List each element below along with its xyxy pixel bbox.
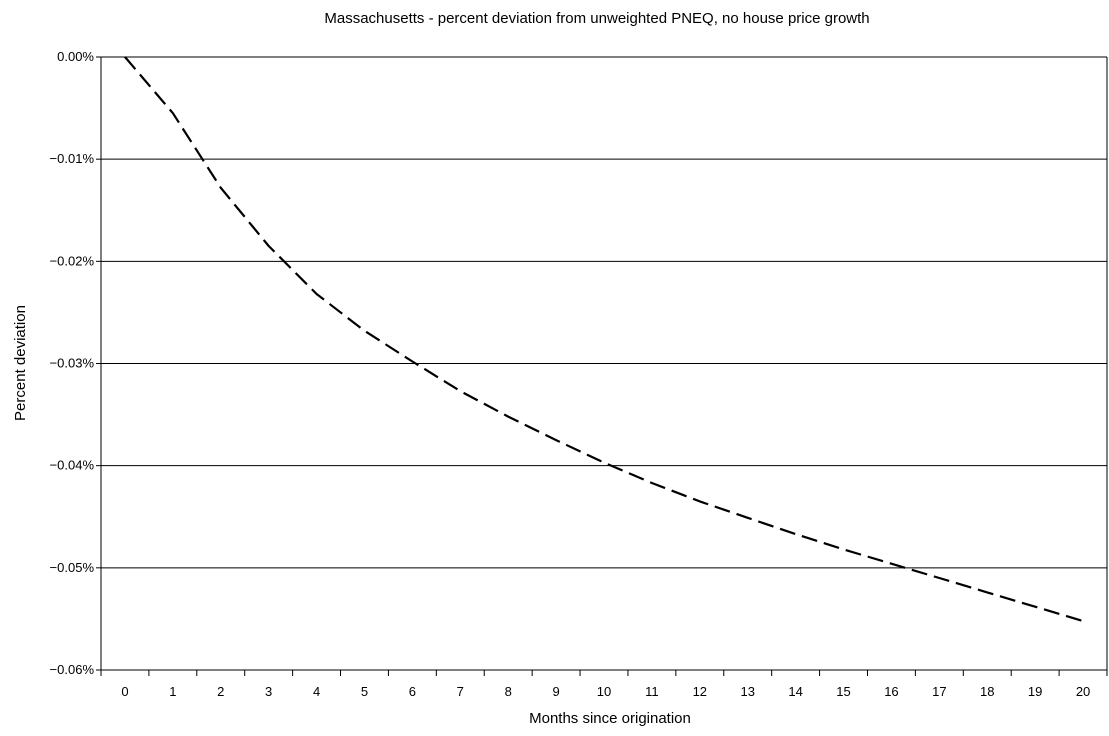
x-tick-label: 4 (313, 684, 320, 699)
gridlines (101, 56, 1107, 671)
y-tick-label: −0.06% (50, 662, 95, 677)
y-tick-label: −0.01% (50, 151, 95, 166)
x-tick-label: 1 (169, 684, 176, 699)
y-tick-label: −0.02% (50, 253, 95, 268)
x-tick-label: 16 (884, 684, 898, 699)
y-tick-label: −0.04% (50, 458, 95, 473)
x-tick-label: 13 (740, 684, 754, 699)
x-tick-label: 2 (217, 684, 224, 699)
y-axis-label: Percent deviation (12, 305, 29, 421)
x-tick-label: 10 (597, 684, 611, 699)
x-tick-label: 9 (552, 684, 559, 699)
x-tick-label: 8 (505, 684, 512, 699)
series-layer (124, 56, 1084, 623)
x-tick-label: 5 (361, 684, 368, 699)
x-tick-labels: 0 1 2 3 4 5 6 7 8 9 10 11 12 13 14 15 16 17 18 19 20 (121, 684, 1090, 699)
x-axis-label: Months since origination (529, 710, 691, 727)
x-tick-label: 18 (980, 684, 994, 699)
chart-title: Massachusetts - percent deviation from u… (324, 10, 869, 27)
x-tick-label: 7 (457, 684, 464, 699)
y-tick-label: −0.03% (50, 356, 95, 371)
x-tick-label: 14 (788, 684, 802, 699)
x-tick-label: 19 (1028, 684, 1042, 699)
y-tick-labels: 0.00% −0.01% −0.02% −0.03% −0.04% −0.05% −0.06… (50, 49, 95, 677)
series-line (124, 56, 1084, 623)
x-tick-label: 12 (693, 684, 707, 699)
y-tick-label: −0.05% (50, 560, 95, 575)
x-tick-label: 20 (1076, 684, 1090, 699)
x-tick-label: 3 (265, 684, 272, 699)
x-tick-label: 17 (932, 684, 946, 699)
y-tick-label: 0.00% (57, 49, 94, 64)
x-tick-label: 15 (836, 684, 850, 699)
x-tick-label: 11 (645, 684, 659, 699)
x-tick-label: 0 (121, 684, 128, 699)
axes (96, 56, 1108, 676)
x-tick-label: 6 (409, 684, 416, 699)
